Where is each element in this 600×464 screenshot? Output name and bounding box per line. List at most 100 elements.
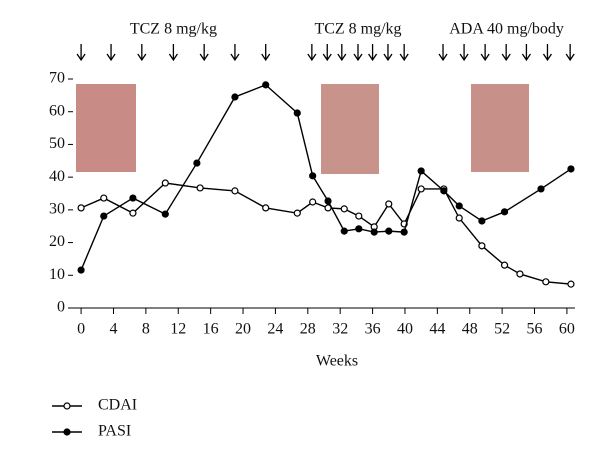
data-point [478,242,486,250]
data-point [417,185,425,193]
x-tick-label: 4 [109,321,117,338]
dose-arrow [368,44,378,62]
photo [76,84,136,172]
dose-arrow [480,44,490,62]
photo [471,84,529,172]
data-point [455,202,463,210]
dose-arrow [322,44,332,62]
y-tick-label: 0 [57,299,65,316]
data-point [340,205,348,213]
x-tick-label: 16 [203,321,219,338]
data-point [516,270,524,278]
x-tick-label: 60 [559,321,575,338]
data-point [385,227,393,235]
dose-arrow [261,44,271,62]
data-point [340,227,348,235]
data-point [567,165,575,173]
x-tick-label: 48 [462,321,478,338]
photo [321,84,379,174]
data-point [161,210,169,218]
data-point [500,208,509,216]
x-tick-label: 24 [267,321,283,338]
series-line [80,84,572,271]
dose-arrow [501,44,511,62]
data-point [193,159,201,167]
data-point [309,198,317,206]
data-point [100,212,108,220]
dose-arrow [168,44,178,62]
dose-arrow [337,44,347,62]
annotation: TCZ 8 mg/kg [130,21,217,38]
annotation: ADA 40 mg/body [449,21,564,38]
legend-label: CDAI [98,397,137,414]
data-point [129,209,137,217]
dose-arrow [353,44,363,62]
data-point [500,261,509,269]
dose-arrow [230,44,240,62]
data-point [309,172,317,180]
annotation: TCZ 8 mg/kg [314,21,401,38]
data-point [537,185,545,193]
dose-arrow [199,44,209,62]
data-point [262,81,270,89]
legend-marker [63,428,71,436]
x-tick-label: 0 [77,321,85,338]
x-tick-label: 32 [332,321,348,338]
dose-arrow [438,44,448,62]
legend-marker [63,402,71,410]
data-point [400,228,408,236]
x-tick-label: 12 [170,321,186,338]
data-point [324,197,332,205]
data-point [542,278,550,286]
x-tick-label: 52 [494,321,510,338]
data-point [161,179,169,187]
y-tick-label: 20 [49,233,65,250]
data-point [455,214,463,222]
dose-arrow [383,44,393,62]
data-point [293,109,301,117]
data-point [355,212,363,220]
x-tick-label: 20 [235,321,251,338]
data-point [385,200,393,208]
x-tick-label: 8 [142,321,150,338]
data-point [293,209,301,217]
dose-arrow [542,44,553,62]
dose-arrow [307,44,317,62]
dose-arrow [137,44,147,62]
x-tick-label: 36 [365,321,381,338]
data-point [100,194,108,202]
data-point [231,93,239,101]
dose-arrow [106,44,116,62]
x-tick-label: 28 [300,321,316,338]
y-tick-label: 50 [49,135,65,152]
data-point [231,187,239,195]
photos [76,84,529,174]
data-point [440,187,448,195]
data-point [355,225,363,233]
data-point [77,204,85,212]
data-point [370,228,378,236]
dose-arrow [76,44,86,62]
data-point [129,194,137,202]
x-tick-label: 40 [397,321,413,338]
data-point [262,204,270,212]
dose-arrow [521,44,531,62]
y-tick-label: 70 [49,70,65,87]
y-tick-label: 30 [49,201,65,218]
x-axis-label: Weeks [316,353,358,370]
legend-label: PASI [98,423,131,440]
data-point [567,280,575,288]
dose-arrow [459,44,469,62]
x-tick-label: 44 [429,321,445,338]
data-point [196,184,204,192]
x-tick-label: 56 [527,321,543,338]
data-point [77,266,85,274]
y-tick-label: 10 [49,266,65,283]
dose-arrow [565,44,575,62]
y-tick-label: 40 [49,168,65,185]
dose-arrow [399,44,409,62]
data-point [417,167,425,175]
data-point [478,217,486,225]
y-tick-label: 60 [49,102,65,119]
